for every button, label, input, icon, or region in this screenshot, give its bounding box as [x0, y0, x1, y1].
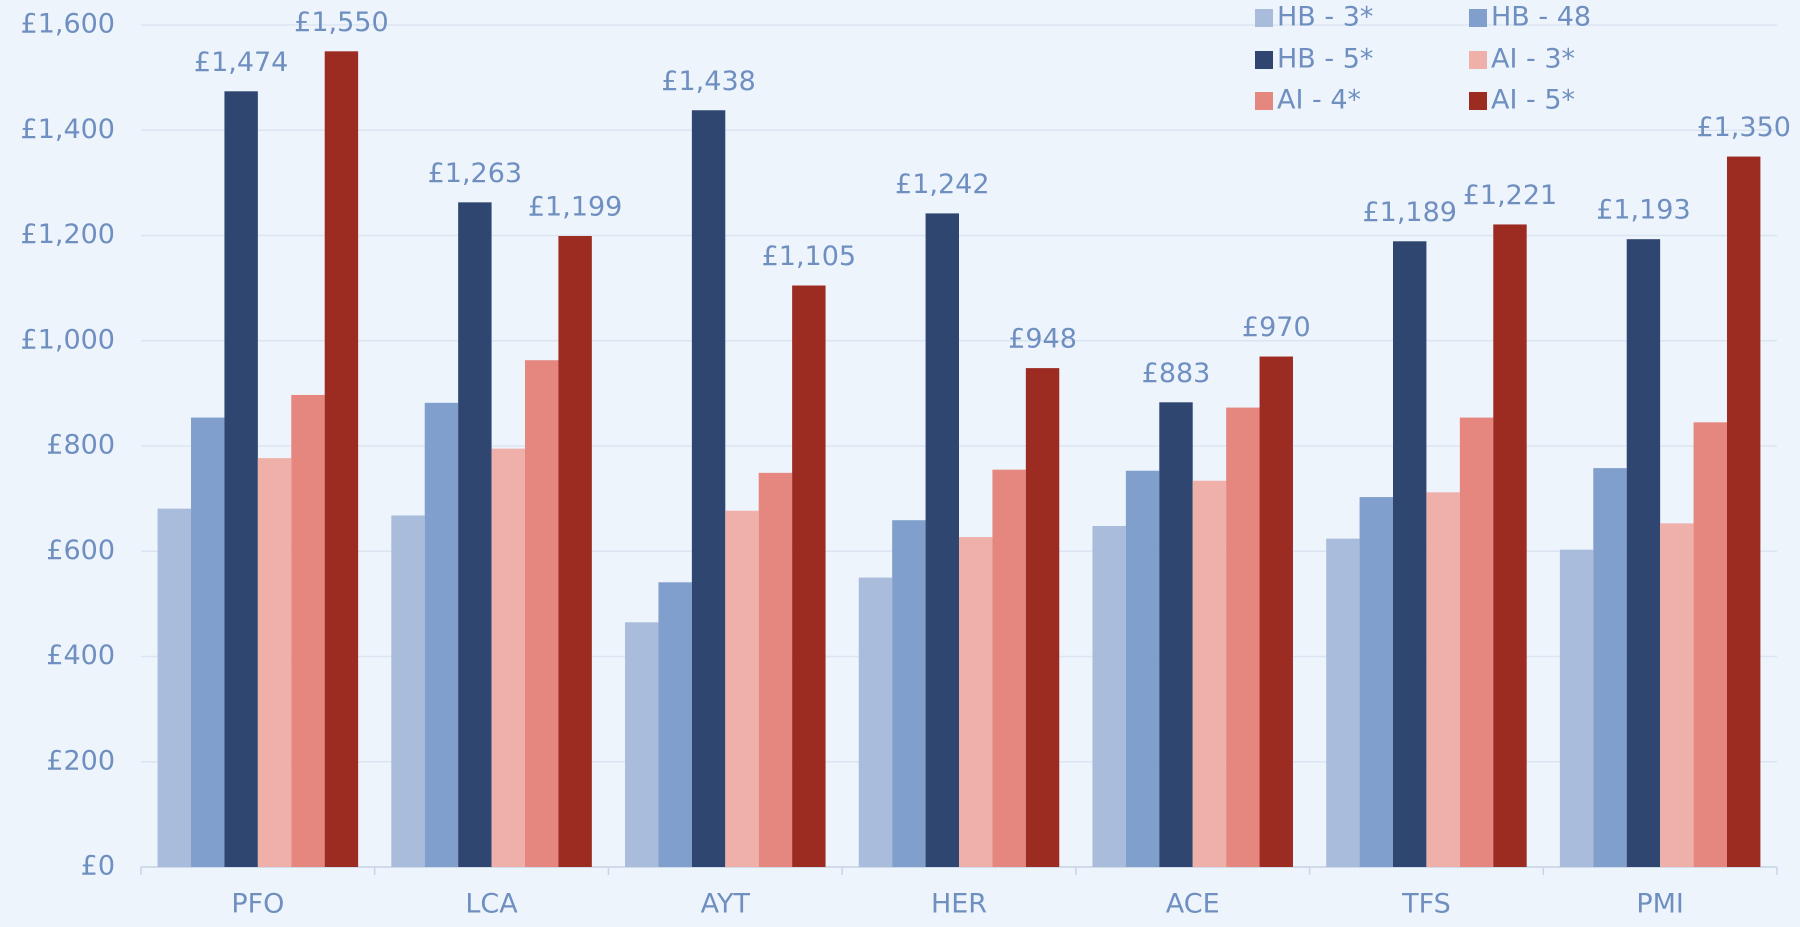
- y-tick-label: £800: [46, 430, 115, 461]
- x-tick-label: LCA: [465, 889, 518, 920]
- bar: [524, 360, 559, 867]
- bar: [1025, 368, 1060, 867]
- bar: [1726, 156, 1761, 867]
- bar: [1493, 224, 1527, 868]
- bar: [1226, 407, 1260, 867]
- legend-label: HB - 48: [1491, 2, 1591, 33]
- data-label: £1,350: [1696, 112, 1790, 143]
- bar: [1359, 497, 1394, 867]
- y-tick-label: £600: [46, 535, 115, 566]
- y-tick-label: £0: [81, 851, 115, 882]
- bar: [424, 402, 459, 867]
- data-label: £1,263: [428, 158, 522, 189]
- bar: [291, 394, 325, 867]
- x-tick-label: AYT: [701, 889, 751, 920]
- legend-label: HB - 5*: [1277, 44, 1373, 75]
- bar: [792, 285, 826, 867]
- x-tick-label: HER: [931, 889, 987, 920]
- bar: [1693, 422, 1727, 867]
- y-tick-label: £1,600: [21, 9, 115, 40]
- bar: [1259, 356, 1293, 867]
- bar: [1593, 468, 1627, 867]
- bar: [758, 472, 793, 867]
- bar: [1660, 523, 1694, 867]
- bar: [1393, 241, 1427, 867]
- bar: [324, 51, 359, 867]
- bar: [224, 91, 258, 868]
- bar: [157, 508, 192, 867]
- legend-swatch: [1255, 9, 1273, 27]
- bar: [725, 510, 759, 867]
- bar: [1326, 538, 1360, 867]
- x-tick-label: TFS: [1401, 889, 1451, 920]
- y-tick-label: £1,000: [21, 324, 115, 355]
- legend-label: AI - 5*: [1491, 85, 1575, 116]
- bar: [1626, 239, 1661, 868]
- bar: [1559, 549, 1594, 867]
- bar: [691, 110, 726, 867]
- data-label: £1,242: [895, 169, 989, 200]
- legend-swatch: [1469, 92, 1487, 110]
- bar: [257, 458, 292, 867]
- bar: [959, 537, 993, 867]
- data-label: £1,221: [1463, 180, 1557, 211]
- data-label: £1,438: [661, 66, 755, 97]
- bar: [892, 520, 926, 867]
- bar: [858, 577, 893, 867]
- y-tick-label: £1,200: [21, 219, 115, 250]
- bar: [1125, 470, 1160, 867]
- bar: [1092, 525, 1126, 867]
- x-tick-label: PMI: [1636, 889, 1684, 920]
- bar: [458, 202, 492, 867]
- data-label: £1,199: [528, 192, 622, 223]
- bar: [925, 213, 959, 867]
- x-tick-label: PFO: [231, 889, 284, 920]
- y-tick-label: £1,400: [21, 114, 115, 145]
- bar: [1459, 417, 1494, 867]
- data-label: £1,105: [762, 241, 856, 272]
- y-tick-label: £200: [46, 745, 115, 776]
- bar: [1159, 402, 1193, 867]
- bar: [625, 622, 659, 867]
- bar: [191, 417, 225, 867]
- bar: [992, 469, 1026, 867]
- bar: [1192, 480, 1227, 867]
- data-label: £1,474: [194, 47, 288, 78]
- legend-swatch: [1469, 51, 1487, 69]
- bar: [391, 515, 425, 867]
- legend-swatch: [1255, 51, 1273, 69]
- bar: [1426, 492, 1460, 867]
- legend-label: HB - 3*: [1277, 2, 1373, 33]
- data-label: £1,193: [1596, 195, 1690, 226]
- legend-swatch: [1469, 9, 1487, 27]
- legend-label: AI - 3*: [1491, 44, 1575, 75]
- data-label: £1,189: [1362, 197, 1456, 228]
- legend-label: AI - 4*: [1277, 85, 1361, 116]
- data-label: £1,550: [294, 7, 388, 38]
- bar: [558, 236, 592, 867]
- x-tick-label: ACE: [1166, 889, 1220, 920]
- bar: [658, 582, 692, 867]
- bar: [491, 448, 525, 867]
- data-label: £970: [1242, 312, 1311, 343]
- data-label: £883: [1142, 358, 1211, 389]
- y-tick-label: £400: [46, 640, 115, 671]
- data-label: £948: [1008, 324, 1077, 355]
- legend-swatch: [1255, 92, 1273, 110]
